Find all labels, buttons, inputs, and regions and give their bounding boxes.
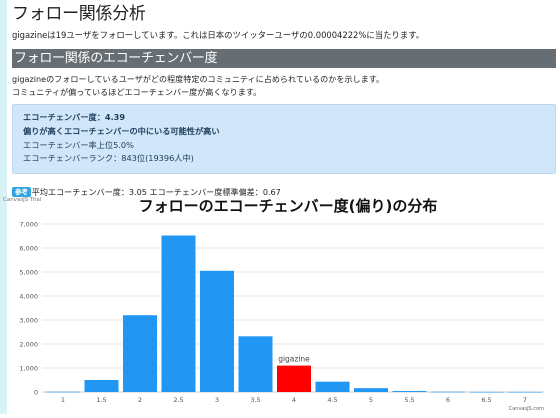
section-description: gigazineのフォローしているユーザがどの程度特定のコミュニティに占められて… [12,73,556,98]
echo-chamber-info-box: エコーチェンバー度：4.39 偏りが高くエコーチェンバーの中にいる可能性が高い … [12,104,556,174]
y-tick-label: 0 [34,389,38,397]
histogram-bar[interactable] [161,235,196,392]
y-axis: 0 1,000 2,000 3,000 4,000 5,000 6,000 7,000 [19,221,38,397]
histogram-bar[interactable] [238,336,273,392]
chart-bars: gigazine [46,235,542,393]
left-accent-bar [0,0,7,414]
y-tick-label: 5,000 [19,269,38,277]
chart-watermark-top: CanvasJS Trial [3,197,42,203]
echo-chamber-rank: エコーチェンバーランク：843位(19396人中) [23,153,194,164]
highlight-bar[interactable] [277,365,311,392]
y-tick-label: 4,000 [19,293,38,301]
histogram-bar[interactable] [354,388,388,392]
x-tick-label: 5 [369,396,373,404]
reference-badge: 参考 [12,187,31,197]
chart-watermark-bottom: CanvasJS.com [509,406,544,412]
x-axis: 1 1.5 2 2.5 3 3.5 4 4.5 5 5.5 6 6.5 7 [61,396,527,404]
distribution-chart-svg: CanvasJS Trial フォローのエコーチェンバー度(偏り)の分布 0 1,… [3,197,544,412]
histogram-bar[interactable] [315,381,350,392]
highlight-bar-label: gigazine [278,355,310,364]
average-stats-text: 平均エコーチェンバー度：3.05 エコーチェンバー度標準偏差：0.67 [31,187,281,197]
x-tick-label: 5.5 [404,396,414,404]
x-tick-label: 2 [138,396,142,404]
histogram-bar[interactable] [469,391,504,393]
x-tick-label: 6 [446,396,450,404]
x-tick-label: 1 [61,396,65,404]
x-tick-label: 3 [215,396,219,404]
average-stats-line: 参考 平均エコーチェンバー度：3.05 エコーチェンバー度標準偏差：0.67 [12,186,556,198]
histogram-bar[interactable] [84,380,119,392]
y-tick-label: 1,000 [19,365,38,373]
histogram-bar[interactable] [431,391,465,393]
echo-chamber-percentile: エコーチェンバー率上位5.0% [23,139,134,150]
histogram-bar[interactable] [46,391,80,393]
y-tick-label: 3,000 [19,317,38,325]
x-tick-label: 6.5 [481,396,491,404]
echo-chamber-score: エコーチェンバー度：4.39 [23,112,126,122]
histogram-bar[interactable] [200,270,234,392]
echo-chamber-verdict: 偏りが高くエコーチェンバーの中にいる可能性が高い [23,125,220,136]
main-content: フォロー関係分析 gigazineは19ユーザをフォローしています。これは日本の… [12,0,556,198]
x-tick-label: 7 [523,396,527,404]
x-tick-label: 1.5 [96,396,106,404]
distribution-chart: CanvasJS Trial フォローのエコーチェンバー度(偏り)の分布 0 1,… [0,190,548,414]
x-tick-label: 4.5 [327,396,337,404]
y-tick-label: 2,000 [19,341,38,349]
histogram-bar[interactable] [392,391,427,392]
description-line: コミュニティが偏っているほどエコーチェンバー度が高くなります。 [12,86,262,97]
description-line: gigazineのフォローしているユーザがどの程度特定のコミュニティに占められて… [12,74,385,84]
y-tick-label: 6,000 [19,245,38,253]
histogram-bar[interactable] [123,315,157,392]
x-tick-label: 4 [292,396,296,404]
x-tick-label: 2.5 [173,396,183,404]
y-tick-label: 7,000 [19,221,38,229]
x-tick-label: 3.5 [250,396,260,404]
section-header: フォロー関係のエコーチェンバー度 [12,49,556,68]
follow-summary: gigazineは19ユーザをフォローしています。これは日本のツイッターユーザの… [12,30,425,40]
chart-title: フォローのエコーチェンバー度(偏り)の分布 [139,197,438,215]
page-title: フォロー関係分析 [12,4,146,24]
histogram-bar[interactable] [508,391,542,393]
